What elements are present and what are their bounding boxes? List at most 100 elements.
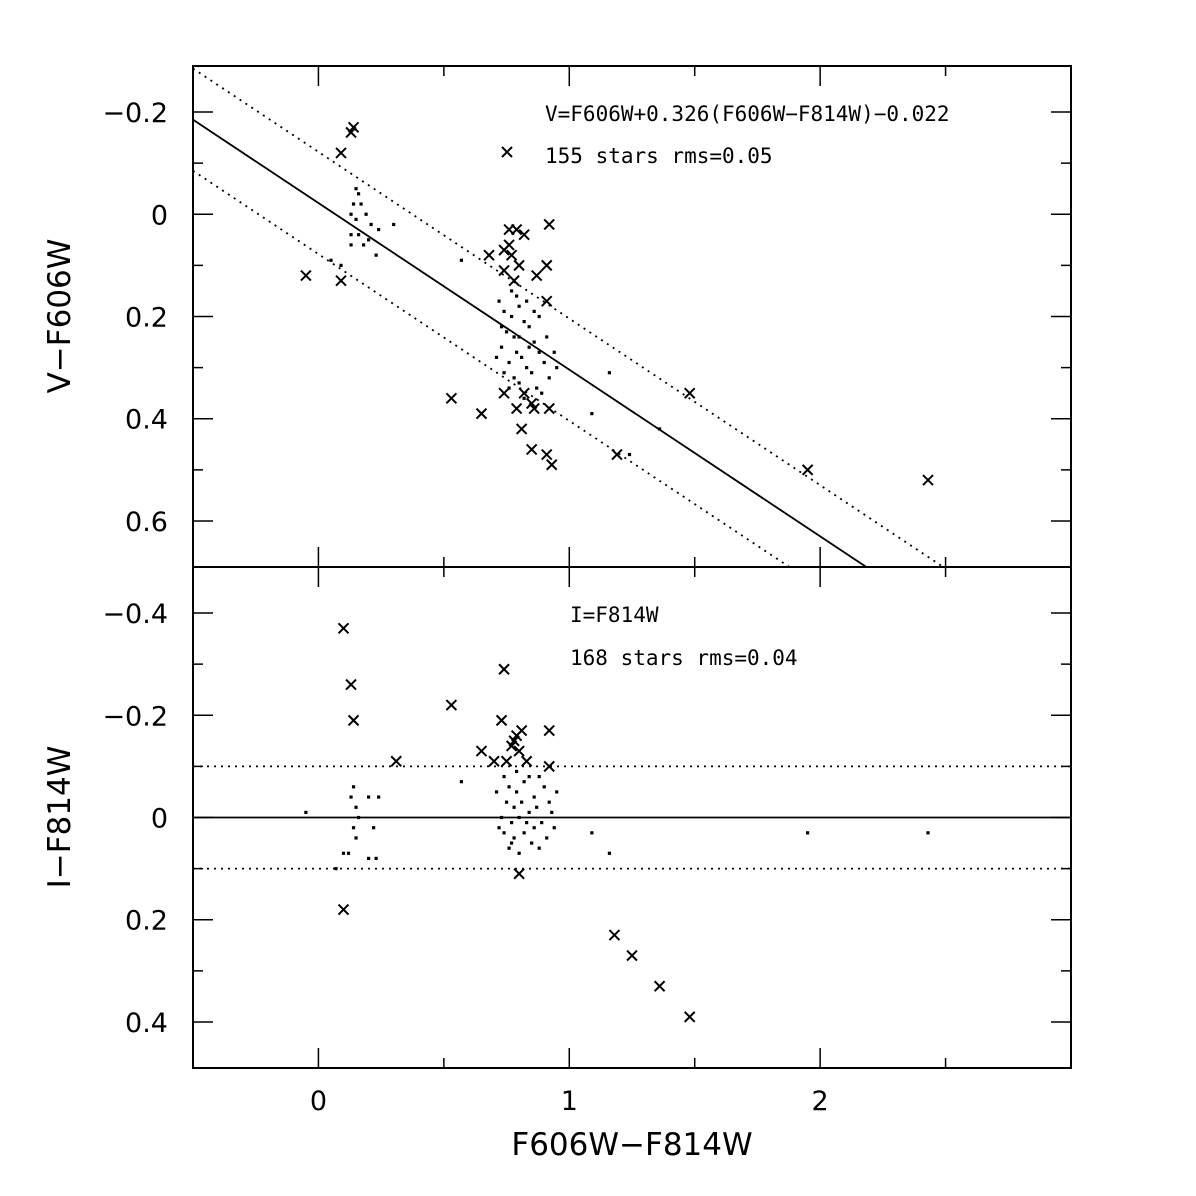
- cross-marker: [543, 402, 555, 415]
- dot-marker: [525, 366, 529, 370]
- dot-marker: [537, 350, 541, 354]
- y-tick-label: −0.2: [102, 98, 168, 129]
- dot-marker: [520, 355, 524, 359]
- fit-equation-label: I=F814W: [570, 603, 659, 627]
- dot-marker: [530, 371, 534, 375]
- legend-cross-marker: [501, 146, 513, 158]
- dot-marker: [499, 325, 504, 329]
- dot-marker: [502, 831, 506, 835]
- dot-marker: [507, 846, 511, 850]
- fit-lines: [193, 765, 1071, 870]
- cross-marker: [922, 474, 934, 486]
- cross-marker: [541, 295, 553, 307]
- cross-marker: [495, 714, 508, 727]
- dot-marker: [374, 253, 378, 257]
- dot-marker: [607, 371, 612, 375]
- dot-marker: [494, 355, 499, 359]
- cross-marker: [520, 755, 533, 767]
- cross-marker: [513, 868, 525, 880]
- y-tick-label: −0.2: [102, 701, 168, 732]
- cross-marker: [510, 223, 523, 236]
- cross-marker: [543, 760, 555, 773]
- dot-marker: [351, 785, 356, 789]
- dot-marker: [354, 187, 358, 191]
- dot-marker: [351, 826, 356, 830]
- cross-marker: [515, 423, 528, 435]
- cross-marker: [508, 735, 520, 747]
- cross-marker: [510, 402, 523, 415]
- dot-marker: [504, 800, 509, 804]
- dot-marker: [590, 412, 594, 416]
- dot-marker: [512, 805, 516, 809]
- dot-marker: [552, 826, 556, 830]
- cross-marker: [518, 387, 530, 399]
- cross-marker: [390, 755, 402, 767]
- dot-marker: [497, 826, 501, 830]
- dot-marker: [525, 821, 529, 825]
- dot-marker: [499, 815, 504, 820]
- dot-marker: [509, 821, 514, 825]
- cross-marker: [498, 264, 510, 277]
- cross-marker: [475, 745, 488, 757]
- dot-marker: [354, 836, 358, 840]
- dot-marker: [517, 381, 521, 385]
- dot-marker: [555, 366, 559, 370]
- dot-marker: [502, 371, 506, 375]
- dot-marker: [392, 222, 396, 227]
- dot-marker: [545, 335, 549, 339]
- cross-marker: [683, 387, 696, 399]
- dot-marker: [341, 851, 346, 855]
- cross-marker: [498, 244, 510, 256]
- dot-marker: [515, 769, 519, 774]
- y-tick-label: 0: [151, 200, 168, 231]
- cross-marker: [445, 699, 458, 711]
- dot-marker: [926, 831, 930, 835]
- lower-band-line: [193, 67, 945, 567]
- cross-marker: [513, 745, 525, 757]
- dot-marker: [522, 320, 526, 324]
- dot-marker: [351, 202, 356, 206]
- dot-marker: [367, 238, 371, 242]
- cross-marker: [337, 903, 350, 916]
- dot-marker: [512, 376, 516, 380]
- x-tick-label: 2: [812, 1086, 829, 1117]
- dot-marker: [545, 836, 549, 840]
- cross-marker: [498, 663, 510, 675]
- cross-marker: [541, 259, 553, 272]
- dot-marker: [535, 805, 539, 809]
- cross-marker: [543, 218, 555, 231]
- dot-marker: [346, 851, 351, 855]
- cross-marker: [347, 714, 360, 727]
- dot-marker: [349, 212, 353, 216]
- dot-marker: [657, 427, 662, 431]
- cross-marker: [515, 724, 528, 737]
- dot-marker: [356, 815, 361, 820]
- dot-marker: [537, 314, 541, 319]
- dot-marker: [530, 841, 534, 845]
- dot-marker: [354, 217, 358, 221]
- dot-marker: [555, 790, 559, 794]
- top-panel: −0.2 0 0.2 0.4 0.6 V−F606W V=F606W+0.326(F606W…: [42, 65, 1072, 568]
- cross-marker: [513, 259, 525, 272]
- cross-marker: [488, 755, 500, 767]
- dot-marker: [374, 856, 378, 860]
- dot-marker: [359, 202, 363, 206]
- dot-marker: [525, 299, 529, 303]
- dot-marker: [532, 309, 536, 313]
- stars-rms-label: 155 stars rms=0.05: [545, 144, 773, 168]
- cross-marker: [445, 392, 458, 405]
- cross-marker: [611, 448, 623, 461]
- dot-marker: [502, 775, 506, 779]
- dot-marker: [372, 826, 376, 830]
- dot-marker: [532, 795, 536, 799]
- y-tick-label: 0.4: [125, 1008, 168, 1039]
- dot-marker: [542, 360, 546, 365]
- dot-marker: [535, 386, 539, 390]
- dot-marker: [590, 831, 594, 835]
- cross-marker: [530, 269, 543, 282]
- dot-marker: [532, 826, 536, 830]
- dot-marker: [509, 841, 514, 845]
- dot-marker: [356, 192, 361, 196]
- dot-marker: [459, 780, 464, 784]
- dot-marker: [502, 309, 506, 313]
